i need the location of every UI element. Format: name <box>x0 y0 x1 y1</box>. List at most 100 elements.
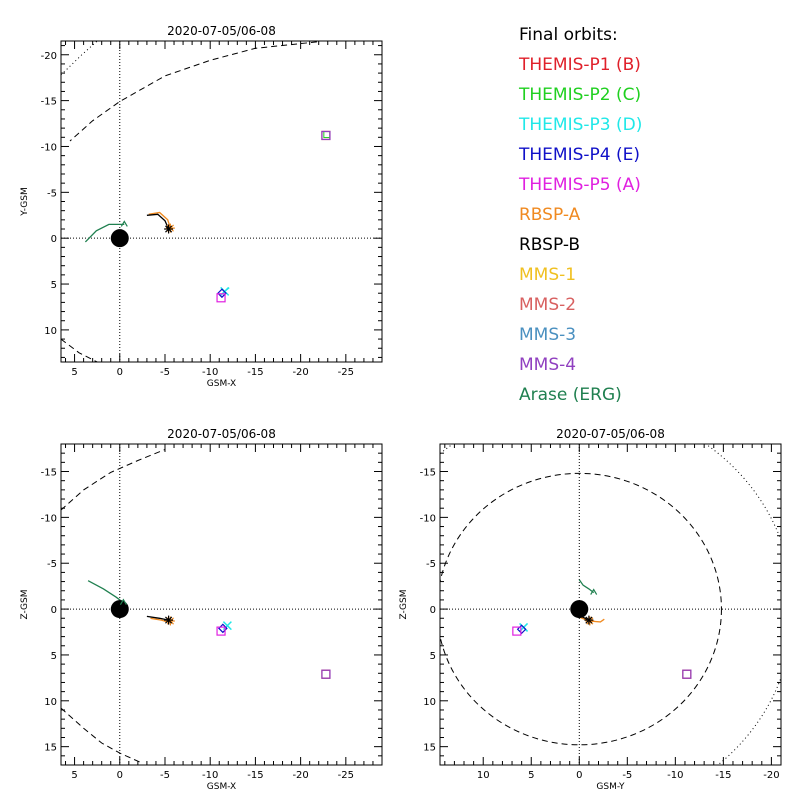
spacecraft-point <box>512 626 522 636</box>
legend-item: MMS-1 <box>519 265 577 285</box>
bow-shock-boundary <box>61 41 98 76</box>
x-tick-label: 5 <box>71 770 77 781</box>
plot-frame <box>60 40 383 363</box>
spacecraft-point <box>323 131 331 139</box>
x-tick-label: -5 <box>160 770 170 781</box>
plot-frame <box>439 443 782 766</box>
legend-item: MMS-2 <box>519 295 577 315</box>
magnetopause-boundary <box>61 449 166 511</box>
y-tick-label: 10 <box>44 697 57 708</box>
spacecraft-point <box>120 220 128 227</box>
legend-item: THEMIS-P1 (B) <box>519 55 641 75</box>
x-tick-label: -20 <box>292 770 308 781</box>
spacecraft-point <box>682 669 692 679</box>
y-tick-label: -5 <box>47 188 57 199</box>
spacecraft-point <box>164 224 174 234</box>
legend-item: RBSP-B <box>519 235 581 255</box>
spacecraft-point <box>516 624 527 635</box>
x-tick-label: -25 <box>338 367 354 378</box>
x-tick-label: -10 <box>202 367 218 378</box>
legend-title: Final orbits: <box>519 25 618 45</box>
spacecraft-point <box>584 615 594 625</box>
spacecraft-point <box>682 669 692 679</box>
spacecraft-point <box>321 130 331 141</box>
y-tick-label: -15 <box>41 97 57 108</box>
x-tick-label: -15 <box>715 770 731 781</box>
panel-xz: 2020-07-05/06-08 5 0 -5 -10 -15 -20 -25 -15 -10 -5… <box>20 427 383 792</box>
magnetopause-boundary <box>61 707 143 764</box>
spacecraft-point <box>216 293 226 303</box>
x-tick-label: -5 <box>160 367 170 378</box>
y-tick-label: 15 <box>44 743 57 754</box>
orbit-track <box>84 223 125 243</box>
plot-area <box>440 444 781 765</box>
x-tick-label: -20 <box>292 367 308 378</box>
plot-frame <box>60 443 383 766</box>
y-axis-label: Z-GSM <box>399 589 409 619</box>
y-tick-label: 10 <box>44 326 57 337</box>
y-tick-label: 5 <box>51 280 57 291</box>
y-tick-label: -20 <box>41 51 57 62</box>
x-tick-label: -15 <box>247 770 263 781</box>
plot-area <box>61 41 382 362</box>
x-tick-label: -10 <box>202 770 218 781</box>
earth-marker <box>570 600 589 619</box>
legend-item: MMS-4 <box>519 355 577 375</box>
orbit-track <box>148 211 172 229</box>
x-tick-label: 0 <box>117 770 123 781</box>
legend-item: RBSP-A <box>519 205 581 225</box>
plot-area <box>61 444 382 765</box>
panel-yz: 2020-07-05/06-08 10 5 0 -5 -10 -15 -20 -15 -10 -5 0… <box>399 427 782 792</box>
point-star-stroke <box>165 616 173 624</box>
legend-item: THEMIS-P2 (C) <box>519 85 642 105</box>
x-tick-label: -10 <box>667 770 683 781</box>
earth-marker <box>110 600 129 619</box>
spacecraft-point <box>119 598 127 605</box>
x-tick-label: -20 <box>763 770 779 781</box>
y-tick-label: -10 <box>420 513 436 524</box>
spacecraft-point <box>216 626 226 636</box>
spacecraft-point <box>321 669 331 679</box>
spacecraft-point <box>590 588 598 595</box>
x-axis-label: GSM-Y <box>596 782 625 792</box>
spacecraft-point <box>164 615 174 625</box>
point-star-stroke <box>585 616 593 624</box>
y-tick-label: -5 <box>426 559 436 570</box>
panel-title: 2020-07-05/06-08 <box>556 427 665 441</box>
y-tick-label: -10 <box>41 513 57 524</box>
orbit-track <box>578 579 595 594</box>
panel-title: 2020-07-05/06-08 <box>167 24 276 38</box>
y-tick-label: -10 <box>41 142 57 153</box>
orbit-track <box>87 580 124 604</box>
magnetopause-boundary <box>440 472 722 746</box>
y-tick-label: -15 <box>41 468 57 479</box>
y-tick-label: 5 <box>51 651 57 662</box>
magnetopause-boundary <box>61 338 98 362</box>
legend: Final orbits: THEMIS-P1 (B) THEMIS-P2 (C)… <box>519 20 642 410</box>
orbit-track <box>577 615 605 623</box>
earth-marker <box>110 229 129 248</box>
y-tick-label: -15 <box>420 468 436 479</box>
y-tick-label: 10 <box>423 697 436 708</box>
panel-xy: 2020-07-05/06-08 5 0 -5 -10 -15 -20 -25 -20 -15 -1… <box>20 24 383 389</box>
x-tick-label: 5 <box>71 367 77 378</box>
y-axis-label: Z-GSM <box>20 589 30 619</box>
panel-title: 2020-07-05/06-08 <box>167 427 276 441</box>
legend-item: THEMIS-P3 (D) <box>519 115 643 135</box>
y-tick-label: -5 <box>47 559 57 570</box>
x-tick-label: 0 <box>117 367 123 378</box>
y-axis-label: Y-GSM <box>20 187 30 216</box>
y-tick-label: 15 <box>423 743 436 754</box>
x-axis-label: GSM-X <box>207 379 236 389</box>
spacecraft-point <box>217 288 227 299</box>
legend-item: MMS-3 <box>519 325 577 345</box>
spacecraft-point <box>321 130 331 141</box>
spacecraft-point <box>321 669 331 679</box>
x-tick-label: 0 <box>576 770 582 781</box>
orbit-track <box>146 213 170 230</box>
y-tick-label: 0 <box>430 605 436 616</box>
x-axis-label: GSM-X <box>207 782 236 792</box>
y-tick-label: 0 <box>51 234 57 245</box>
x-tick-label: -25 <box>338 770 354 781</box>
